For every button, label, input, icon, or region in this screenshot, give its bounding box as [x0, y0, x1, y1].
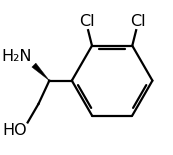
Text: Cl: Cl [79, 14, 94, 29]
Text: HO: HO [2, 123, 27, 138]
Polygon shape [32, 63, 49, 81]
Text: Cl: Cl [130, 14, 145, 29]
Text: H₂N: H₂N [1, 49, 31, 64]
